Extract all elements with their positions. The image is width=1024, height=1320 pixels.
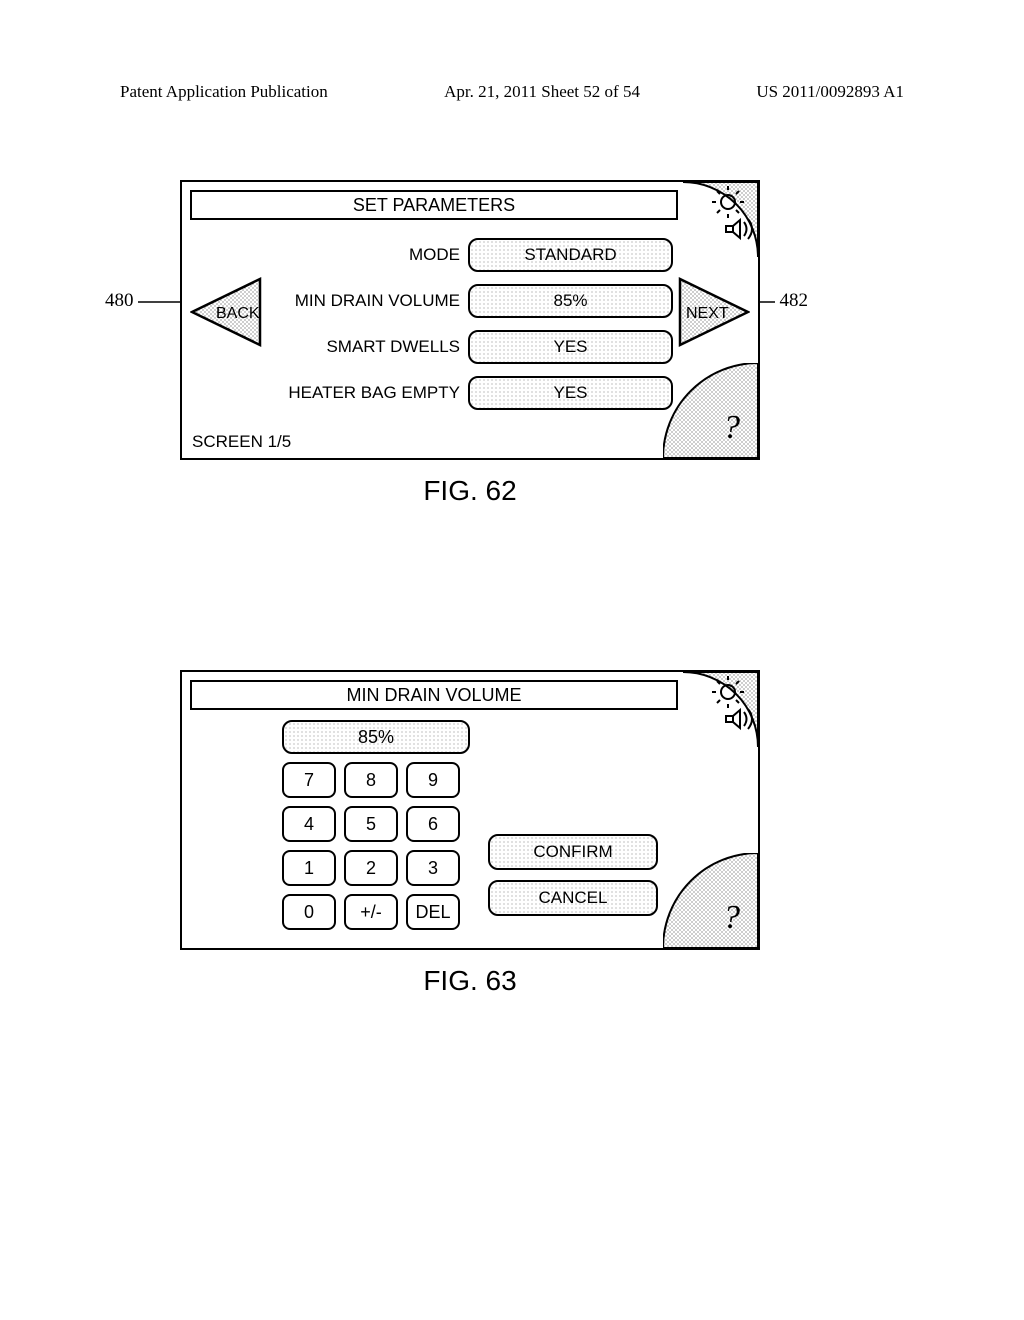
- next-label: NEXT: [686, 305, 729, 322]
- key-0[interactable]: 0: [282, 894, 336, 930]
- figure-63: 472 474 476 478 MIN DRAIN VOLUME ? 85%: [180, 670, 760, 997]
- help-icon[interactable]: ?: [663, 363, 758, 458]
- fig63-panel: MIN DRAIN VOLUME ? 85% 7 8 9: [180, 670, 760, 950]
- svg-text:?: ?: [723, 409, 740, 446]
- key-del[interactable]: DEL: [406, 894, 460, 930]
- param-row-mode: MODE STANDARD: [287, 237, 673, 273]
- dwells-value[interactable]: YES: [468, 330, 673, 364]
- header-center: Apr. 21, 2011 Sheet 52 of 54: [444, 82, 640, 102]
- svg-text:?: ?: [723, 899, 740, 936]
- key-9[interactable]: 9: [406, 762, 460, 798]
- drain-value[interactable]: 85%: [468, 284, 673, 318]
- fig62-panel: SET PARAMETERS ? BACK: [180, 180, 760, 460]
- mode-value[interactable]: STANDARD: [468, 238, 673, 272]
- param-label: MODE: [409, 245, 460, 265]
- panel-title: SET PARAMETERS: [190, 190, 678, 220]
- callout-482: 482: [780, 290, 809, 312]
- fig63-caption: FIG. 63: [180, 965, 760, 997]
- back-label: BACK: [216, 305, 260, 322]
- key-1[interactable]: 1: [282, 850, 336, 886]
- next-button[interactable]: NEXT: [678, 277, 750, 347]
- heater-value[interactable]: YES: [468, 376, 673, 410]
- help-icon[interactable]: ?: [663, 853, 758, 948]
- cancel-button[interactable]: CANCEL: [488, 880, 658, 916]
- key-4[interactable]: 4: [282, 806, 336, 842]
- param-label: SMART DWELLS: [326, 337, 460, 357]
- param-row-dwells: SMART DWELLS YES: [287, 329, 673, 365]
- key-6[interactable]: 6: [406, 806, 460, 842]
- key-sign[interactable]: +/-: [344, 894, 398, 930]
- key-7[interactable]: 7: [282, 762, 336, 798]
- keypad-area: 85% 7 8 9 4 5 6 1 2 3 0 +/- DEL: [282, 720, 482, 930]
- panel-title: MIN DRAIN VOLUME: [190, 680, 678, 710]
- fig62-caption: FIG. 62: [180, 475, 760, 507]
- page-header: Patent Application Publication Apr. 21, …: [0, 82, 1024, 102]
- corner-icons: [683, 182, 758, 257]
- header-right: US 2011/0092893 A1: [756, 82, 904, 102]
- back-button[interactable]: BACK: [190, 277, 262, 347]
- action-buttons: CONFIRM CANCEL: [488, 834, 658, 926]
- key-8[interactable]: 8: [344, 762, 398, 798]
- screen-counter: SCREEN 1/5: [192, 432, 291, 452]
- param-label: HEATER BAG EMPTY: [288, 383, 460, 403]
- corner-icons: [683, 672, 758, 747]
- key-3[interactable]: 3: [406, 850, 460, 886]
- param-row-drain: MIN DRAIN VOLUME 85%: [287, 283, 673, 319]
- keypad: 7 8 9 4 5 6 1 2 3 0 +/- DEL: [282, 762, 482, 930]
- header-left: Patent Application Publication: [120, 82, 328, 102]
- parameter-rows: MODE STANDARD MIN DRAIN VOLUME 85% SMART…: [287, 237, 673, 421]
- confirm-button[interactable]: CONFIRM: [488, 834, 658, 870]
- param-row-heater: HEATER BAG EMPTY YES: [287, 375, 673, 411]
- key-2[interactable]: 2: [344, 850, 398, 886]
- figure-62: 480 482 468 470 SET PARAMETERS ?: [180, 180, 760, 507]
- value-display: 85%: [282, 720, 470, 754]
- param-label: MIN DRAIN VOLUME: [295, 291, 460, 311]
- callout-480: 480: [105, 290, 134, 312]
- key-5[interactable]: 5: [344, 806, 398, 842]
